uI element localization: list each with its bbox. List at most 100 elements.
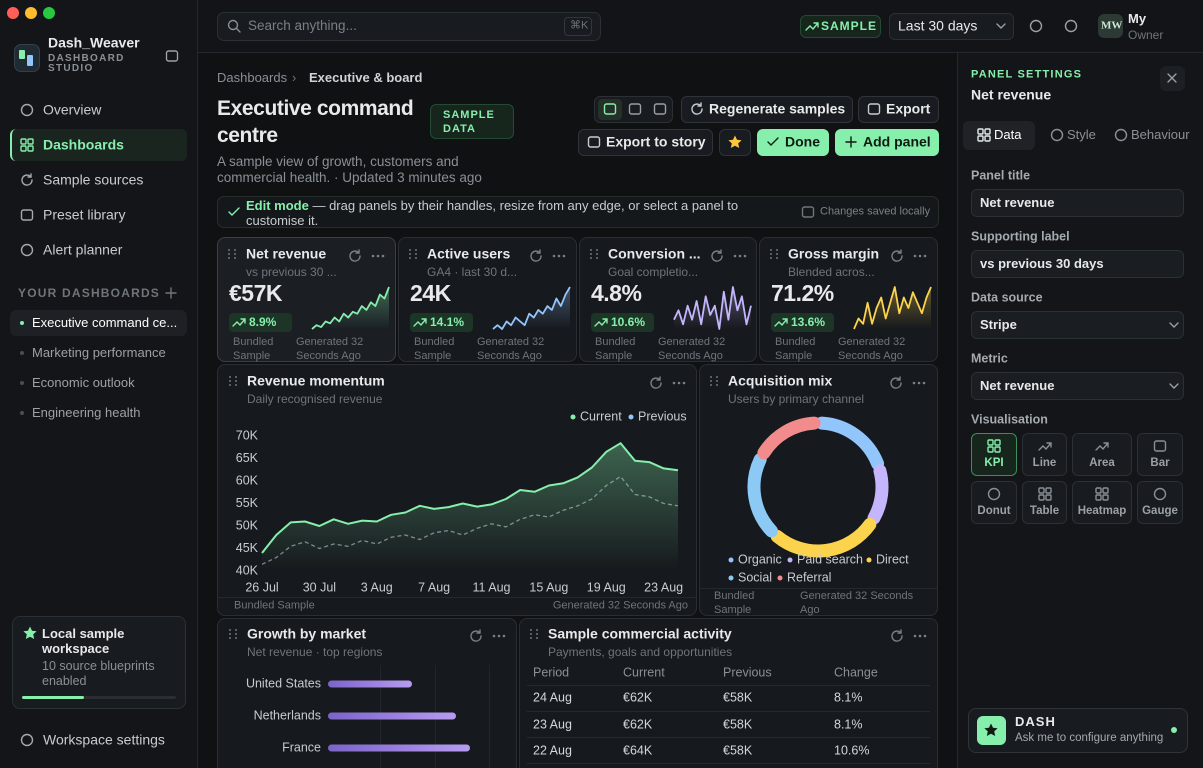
icon-dot <box>536 637 538 639</box>
nav-item[interactable]: Alert planner <box>43 241 123 258</box>
icon <box>733 254 747 258</box>
window-control[interactable] <box>43 7 55 19</box>
brand-subtitle: DASHBOARD STUDIO <box>48 53 125 74</box>
icon-arrow <box>27 173 32 178</box>
icon <box>165 287 177 299</box>
icon <box>891 629 903 642</box>
panel-divider <box>700 588 937 589</box>
icon-dot <box>710 384 712 386</box>
bar <box>328 712 456 720</box>
market-panel[interactable] <box>217 618 517 768</box>
legend-label: Previous <box>638 409 687 423</box>
visualisation-option[interactable] <box>971 433 1017 476</box>
kpi-card[interactable] <box>398 237 577 362</box>
settings-tab[interactable]: Behaviour <box>1131 127 1190 143</box>
field-input[interactable] <box>971 189 1184 217</box>
icon-arc <box>349 250 361 262</box>
export-story-button[interactable] <box>578 129 713 156</box>
icon <box>650 376 662 389</box>
icon-dot <box>923 254 927 258</box>
nav-item[interactable]: Sample sources <box>43 171 144 188</box>
range-select[interactable] <box>889 13 1014 40</box>
table-cell: €62K <box>623 690 653 705</box>
icon-cell <box>984 128 991 135</box>
settings-tab[interactable]: Data <box>994 127 1022 143</box>
visualisation-option[interactable] <box>1022 481 1067 524</box>
dashboard-link[interactable]: Engineering health <box>32 405 141 421</box>
activity-panel[interactable] <box>519 618 938 768</box>
gradient-defs <box>0 0 1 1</box>
icon <box>470 629 482 642</box>
icon-arc <box>21 174 33 186</box>
icon <box>1153 487 1167 501</box>
icon-dot <box>235 629 237 631</box>
icon-dot <box>371 254 375 258</box>
icon-box <box>1153 440 1167 452</box>
kpi-card[interactable] <box>579 237 757 362</box>
icon <box>987 439 1001 453</box>
icon-dot <box>590 257 592 259</box>
icon-dot <box>409 257 411 259</box>
dashboard-dot <box>20 351 24 355</box>
user-name: My <box>1128 11 1147 27</box>
visualisation-label: Gauge <box>1142 505 1178 518</box>
done-button-label: Done <box>785 133 820 150</box>
field-input[interactable] <box>971 311 1184 339</box>
donut-segment <box>770 517 877 558</box>
visualisation-option[interactable] <box>1137 433 1183 476</box>
field-input[interactable] <box>971 372 1184 400</box>
dashboard-link[interactable]: Executive command ce... <box>32 315 178 331</box>
dashboard-link[interactable]: Marketing performance <box>32 345 166 361</box>
icon <box>1153 440 1167 452</box>
icon-dot <box>228 249 230 251</box>
avatar[interactable] <box>1098 14 1123 38</box>
donut-segment <box>747 453 778 538</box>
legend-label: Paid search <box>797 552 863 566</box>
kpi-value: €57K <box>229 280 282 307</box>
edit-mode-label: Edit mode <box>246 198 309 213</box>
icon-arc <box>691 103 703 115</box>
icon-dot <box>917 381 921 385</box>
regenerate-button[interactable] <box>681 96 853 123</box>
icon-dot <box>710 376 712 378</box>
kpi-card[interactable] <box>759 237 938 362</box>
column-header: Change <box>834 665 878 680</box>
kpi-card[interactable] <box>217 237 396 362</box>
field-input[interactable] <box>971 250 1184 278</box>
panel-title: Revenue momentum <box>247 372 385 389</box>
visualisation-label: Area <box>1089 457 1115 470</box>
mix-panel[interactable] <box>699 364 938 616</box>
icon-ring <box>20 733 34 747</box>
icon <box>229 376 237 386</box>
settings-tab[interactable]: Style <box>1067 127 1096 143</box>
shortcut-label: ⌘K <box>570 19 589 32</box>
donut-segment <box>815 416 885 471</box>
legend-swatch <box>866 557 872 563</box>
settings-panel <box>957 53 1203 768</box>
kpi-subtitle: Blended acros... <box>788 264 875 279</box>
window-control[interactable] <box>7 7 19 19</box>
icon-cell <box>987 446 994 453</box>
window-control[interactable] <box>25 7 37 19</box>
visualisation-option[interactable] <box>1022 433 1067 476</box>
dashboard-link[interactable]: Economic outlook <box>32 375 135 391</box>
nav-item[interactable]: Overview <box>43 101 102 118</box>
sparkline-line <box>492 286 571 330</box>
export-button[interactable] <box>858 96 939 123</box>
nav-item[interactable]: Dashboards <box>43 136 124 153</box>
visualisation-option[interactable] <box>1072 433 1132 476</box>
x-tick-label: 7 Aug <box>418 580 450 594</box>
visualisation-label: Bar <box>1150 457 1170 470</box>
visualisation-option[interactable] <box>1072 481 1132 524</box>
kpi-subtitle: GA4 · last 30 d... <box>427 264 518 279</box>
settings-link[interactable]: Workspace settings <box>43 731 165 748</box>
avatar-initials: MW <box>1101 19 1123 32</box>
field-label: Metric <box>971 351 1008 366</box>
nav-item[interactable]: Preset library <box>43 206 126 223</box>
assistant-card[interactable] <box>968 708 1188 753</box>
column-header: Period <box>533 665 570 680</box>
search-box[interactable] <box>217 12 601 41</box>
icon-dot <box>235 633 237 635</box>
icon-ring <box>987 487 1001 501</box>
icon <box>165 50 179 62</box>
